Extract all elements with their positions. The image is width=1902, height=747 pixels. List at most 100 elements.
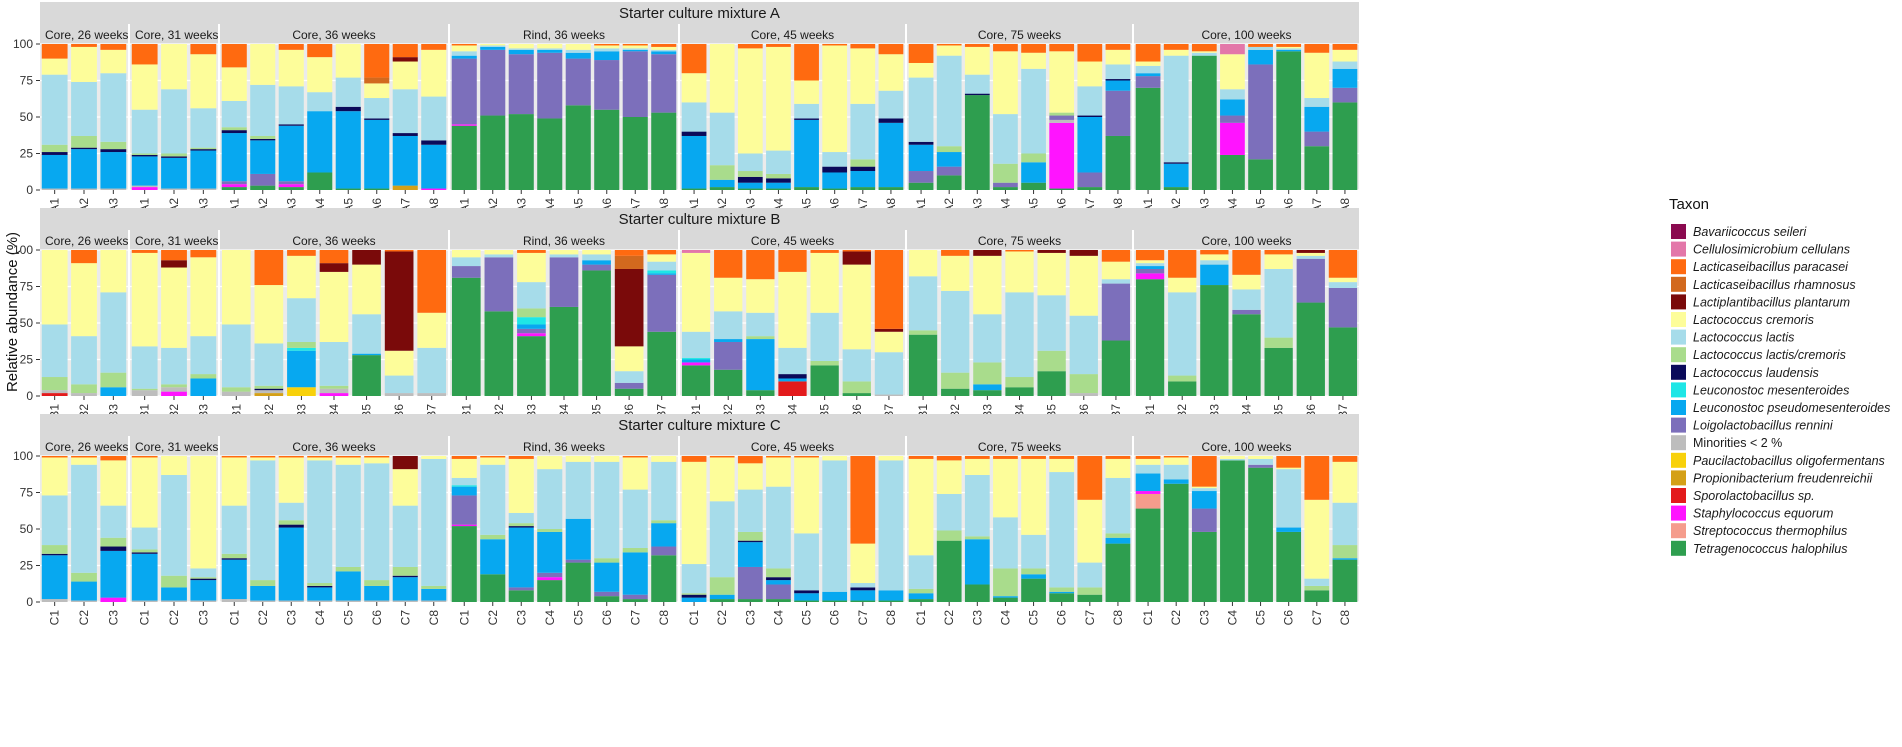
x-tick-label: C7 xyxy=(1083,610,1097,626)
panel-core-36-weeks: Core, 36 weeks C1 C2 C3 C4 C5 C6 C7 C8 xyxy=(220,436,448,625)
legend-item-loigolactobacillus-rennini: Loigolactobacillus rennini xyxy=(1671,417,1834,433)
bar-segment-lactococcus-cremoris xyxy=(1077,499,1103,563)
bar-segment-lactococcus-lactis-cremoris xyxy=(842,381,871,394)
bar-segment-lacticaseibacillus-paracasei xyxy=(681,44,707,74)
bar-segment-tetragenococcus-halophilus xyxy=(565,105,591,190)
bar-segment-lactococcus-lactis-cremoris xyxy=(709,577,735,595)
bar-segment-leuconostoc-pseudomesenteroides xyxy=(307,587,333,601)
facet-title: Core, 26 weeks xyxy=(45,28,128,42)
bar-segment-lacticaseibacillus-paracasei xyxy=(810,250,839,253)
bar-segment-minorities-2 xyxy=(161,387,187,392)
facet-strip xyxy=(1134,436,1359,456)
facet-strip xyxy=(1134,24,1359,44)
legend-label: Staphylococcus equorum xyxy=(1693,507,1833,521)
bar-A4 xyxy=(537,44,563,190)
bar-segment-minorities-2 xyxy=(1049,119,1075,123)
bar-segment-tetragenococcus-halophilus xyxy=(993,597,1018,602)
bar-segment-lactococcus-cremoris xyxy=(71,263,97,337)
facet-strip xyxy=(680,24,905,44)
x-tick-label: C8 xyxy=(657,610,671,626)
bar-segment-lactococcus-cremoris xyxy=(822,456,848,461)
bar-segment-lactococcus-lactis-cremoris xyxy=(737,531,763,541)
x-tick-label: C3 xyxy=(196,610,210,626)
bar-segment-staphylococcus-equorum xyxy=(1220,122,1245,155)
bar-segment-lacticaseibacillus-paracasei xyxy=(71,456,97,458)
bar-C1 xyxy=(221,456,247,602)
bar-segment-lactococcus-lactis-cremoris xyxy=(254,385,284,389)
legend-swatch xyxy=(1671,505,1686,521)
bar-segment-lactococcus-lactis xyxy=(100,292,127,373)
bar-segment-lacticaseibacillus-paracasei xyxy=(681,456,707,462)
bar-segment-tetragenococcus-halophilus xyxy=(1105,135,1131,190)
bar-A7 xyxy=(622,44,648,190)
bar-segment-paucilactobacillus-oligofermentans xyxy=(287,387,316,396)
bar-segment-loigolactobacillus-rennini xyxy=(1135,76,1161,88)
bar-segment-lacticaseibacillus-paracasei xyxy=(451,456,477,459)
bar-segment-lactococcus-lactis xyxy=(335,77,361,107)
bar-segment-tetragenococcus-halophilus xyxy=(810,365,839,396)
bar-segment-leuconostoc-pseudomesenteroides xyxy=(100,387,127,396)
bar-segment-leuconostoc-pseudomesenteroides xyxy=(1276,527,1302,532)
bar-segment-lactococcus-lactis xyxy=(41,74,68,145)
bar-segment-lactococcus-cremoris xyxy=(1328,277,1358,283)
bar-segment-tetragenococcus-halophilus xyxy=(1135,508,1161,602)
bar-segment-lacticaseibacillus-paracasei xyxy=(1049,456,1075,459)
facet-title: Rind, 36 weeks xyxy=(523,440,605,454)
bar-B3 xyxy=(100,250,127,396)
bar-segment-tetragenococcus-halophilus xyxy=(1328,327,1358,396)
bar-segment-lactococcus-lactis xyxy=(1135,263,1165,267)
bar-segment-tetragenococcus-halophilus xyxy=(1332,102,1358,190)
bar-segment-lactococcus-lactis-cremoris xyxy=(850,159,876,167)
bar-segment-loigolactobacillus-rennini xyxy=(622,594,648,600)
legend-item-staphylococcus-equorum: Staphylococcus equorum xyxy=(1671,505,1833,521)
bar-segment-lactococcus-lactis xyxy=(480,45,506,47)
bar-segment-lacticaseibacillus-paracasei xyxy=(709,456,735,458)
bar-segment-lactococcus-cremoris xyxy=(973,255,1002,315)
bar-segment-lactococcus-cremoris xyxy=(417,312,447,348)
bar-B3 xyxy=(517,250,546,396)
bar-segment-lactococcus-lactis-cremoris xyxy=(100,537,127,547)
bar-segment-lactococcus-lactis xyxy=(221,100,247,128)
bar-segment-lactococcus-cremoris xyxy=(421,456,447,459)
bar-segment-lactococcus-lactis-cremoris xyxy=(287,341,316,348)
bar-segment-lactococcus-lactis-cremoris xyxy=(161,575,187,588)
bar-segment-lacticaseibacillus-paracasei xyxy=(451,44,477,46)
facet-title: Core, 26 weeks xyxy=(45,234,128,248)
bar-segment-lactococcus-lactis xyxy=(1328,282,1358,288)
bar-segment-lacticaseibacillus-paracasei xyxy=(1248,44,1273,47)
bar-segment-loigolactobacillus-rennini xyxy=(737,566,763,600)
bar-segment-cellulosimicrobium-cellulans xyxy=(1220,44,1245,55)
bar-segment-lactococcus-cremoris xyxy=(190,54,217,109)
bar-segment-lacticaseibacillus-paracasei xyxy=(964,44,990,47)
bar-segment-lacticaseibacillus-paracasei xyxy=(746,250,775,280)
bar-segment-lactococcus-lactis xyxy=(936,55,962,147)
bar-segment-lacticaseibacillus-paracasei xyxy=(1077,456,1103,500)
bar-A2 xyxy=(936,44,962,190)
bar-B6 xyxy=(1296,250,1325,396)
bar-A3 xyxy=(100,44,127,190)
facet-strip xyxy=(450,436,678,456)
bar-segment-tetragenococcus-halophilus xyxy=(651,112,677,190)
bar-B2 xyxy=(941,250,970,396)
bar-segment-lacticaseibacillus-rhamnosus xyxy=(364,77,390,84)
bar-segment-tetragenococcus-halophilus xyxy=(973,390,1002,396)
x-tick-label: C7 xyxy=(856,610,870,626)
bar-segment-lactococcus-lactis xyxy=(278,502,304,521)
bar-segment-leuconostoc-pseudomesenteroides xyxy=(1276,49,1302,52)
bar-segment-lacticaseibacillus-rhamnosus xyxy=(614,255,644,269)
bar-segment-lactococcus-laudensis xyxy=(190,149,217,151)
bar-segment-lactococcus-lactis xyxy=(973,314,1002,363)
bar-segment-lactiplantibacillus-plantarum xyxy=(352,250,381,265)
bar-segment-loigolactobacillus-rennini xyxy=(936,166,962,176)
bar-segment-lacticaseibacillus-paracasei xyxy=(874,250,904,329)
bar-segment-tetragenococcus-halophilus xyxy=(1332,559,1358,602)
bar-segment-lactococcus-lactis xyxy=(517,282,546,309)
bar-segment-lactococcus-lactis xyxy=(582,254,611,261)
bar-segment-lacticaseibacillus-paracasei xyxy=(392,44,418,58)
bar-segment-lactococcus-cremoris xyxy=(850,48,876,104)
bar-segment-lactococcus-cremoris xyxy=(766,46,791,151)
